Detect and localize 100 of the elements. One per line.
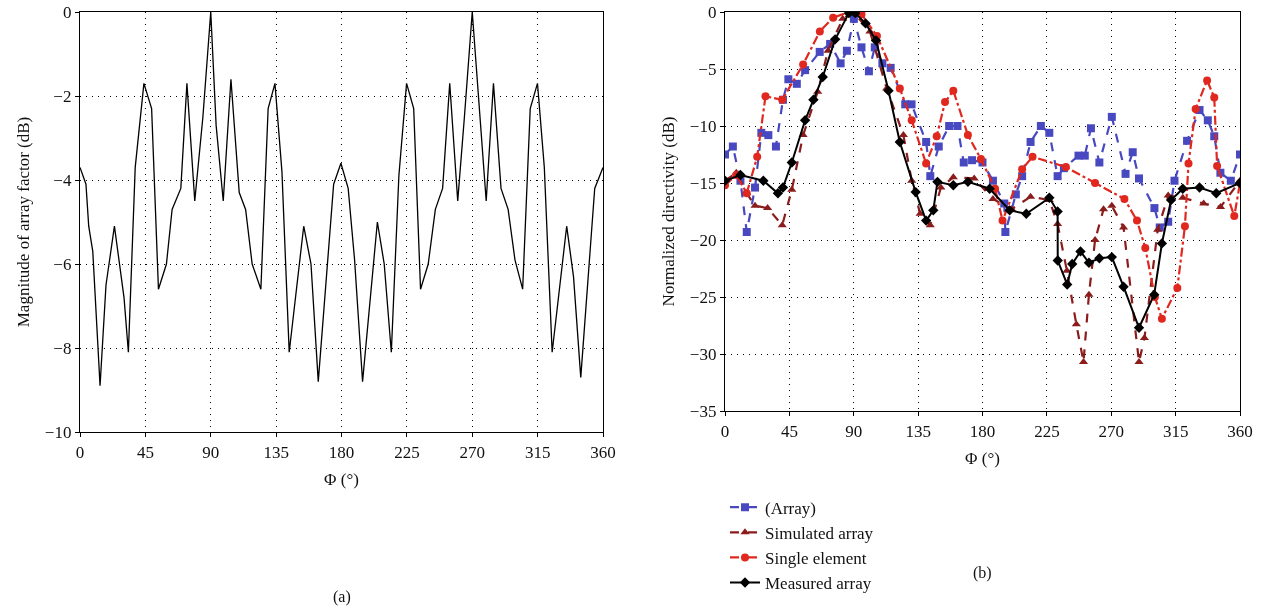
point <box>815 27 824 36</box>
point <box>786 157 798 168</box>
x-tick-label: 225 <box>394 442 420 462</box>
point <box>1211 188 1222 199</box>
point <box>1052 206 1063 217</box>
y-tick-label: −20 <box>689 230 717 250</box>
point <box>1028 152 1037 161</box>
point <box>1067 258 1078 270</box>
point <box>963 131 972 140</box>
point <box>928 205 939 216</box>
x-tick-label: 0 <box>75 442 85 462</box>
y-tick-label: −30 <box>689 344 717 364</box>
point <box>894 136 906 148</box>
point <box>772 188 784 199</box>
point <box>1083 257 1095 268</box>
point <box>753 152 762 161</box>
point <box>1156 238 1168 249</box>
point <box>1180 222 1189 231</box>
point <box>948 180 959 191</box>
point <box>1210 93 1219 102</box>
y-tick-label: −15 <box>689 173 717 193</box>
point <box>1021 208 1032 219</box>
x-tick-label: 90 <box>202 442 220 462</box>
y-tick-label: 0 <box>62 2 72 22</box>
point <box>777 221 787 228</box>
y-tick-label: −2 <box>53 86 72 106</box>
point <box>799 60 808 69</box>
y-tick-label: −6 <box>53 254 72 274</box>
point <box>817 71 828 83</box>
point <box>1177 183 1188 194</box>
x-tick-label: 135 <box>263 442 289 462</box>
y-tick-label: −35 <box>689 401 717 421</box>
y-axis-title: Magnitude of array factor (dB) <box>14 116 34 328</box>
point <box>1203 76 1212 85</box>
point <box>1148 289 1160 300</box>
point <box>750 201 760 208</box>
point <box>829 13 838 22</box>
point <box>808 94 819 105</box>
point <box>1173 283 1182 292</box>
point <box>860 18 871 29</box>
point <box>1184 159 1193 168</box>
point <box>932 132 941 141</box>
point <box>949 86 958 95</box>
point <box>936 183 946 190</box>
y-tick-label: 0 <box>707 2 717 22</box>
legend-label: Single element <box>765 549 867 569</box>
x-tick-label: 360 <box>590 442 616 462</box>
point <box>1091 179 1100 187</box>
point <box>932 176 943 188</box>
x-tick-label: 270 <box>1098 421 1124 441</box>
x-tick-label: 225 <box>1034 421 1060 441</box>
point <box>1194 182 1205 193</box>
legend-label: (Array) <box>765 498 816 518</box>
y-tick-label: −10 <box>689 116 717 136</box>
point <box>1018 165 1027 174</box>
point <box>870 35 882 46</box>
point <box>758 175 769 186</box>
point <box>1094 253 1105 264</box>
x-tick-label: 135 <box>905 421 931 441</box>
point <box>1052 255 1063 266</box>
x-tick-label: 315 <box>524 442 551 462</box>
point <box>1044 192 1055 204</box>
point <box>735 169 746 181</box>
x-tick-label: 315 <box>1162 421 1189 441</box>
x-axis-title: Φ (°) <box>965 448 1000 468</box>
y-tick-label: −25 <box>689 287 717 307</box>
legend-label: Measured array <box>765 574 872 594</box>
point <box>1134 357 1144 364</box>
point <box>763 204 773 211</box>
y-tick-label: −8 <box>53 338 72 358</box>
x-tick-label: 180 <box>328 442 355 462</box>
point <box>1213 161 1222 170</box>
x-tick-label: 45 <box>780 421 798 441</box>
point <box>925 221 935 228</box>
point <box>962 176 974 188</box>
point <box>922 159 931 168</box>
point <box>883 85 894 96</box>
x-tick-label: 270 <box>459 442 485 462</box>
point <box>799 115 811 126</box>
x-axis-title: Φ (°) <box>324 469 359 489</box>
point <box>1191 104 1200 113</box>
x-tick-label: 180 <box>969 421 996 441</box>
point <box>1141 243 1150 252</box>
point <box>761 92 770 101</box>
point <box>910 186 921 198</box>
y-tick-label: −4 <box>53 170 72 190</box>
point <box>1075 246 1086 257</box>
x-tick-label: 90 <box>845 421 863 441</box>
legend-label: Simulated array <box>765 523 874 543</box>
text: (a) <box>333 588 351 606</box>
point <box>1120 194 1129 203</box>
point <box>1106 251 1118 263</box>
point <box>1118 281 1129 292</box>
text: (b) <box>973 564 992 582</box>
point <box>1004 205 1015 216</box>
x-tick-label: 0 <box>720 421 730 441</box>
point <box>941 98 950 107</box>
point <box>787 185 797 192</box>
y-tick-label: −5 <box>698 59 717 79</box>
y-tick-label: −10 <box>44 422 72 442</box>
